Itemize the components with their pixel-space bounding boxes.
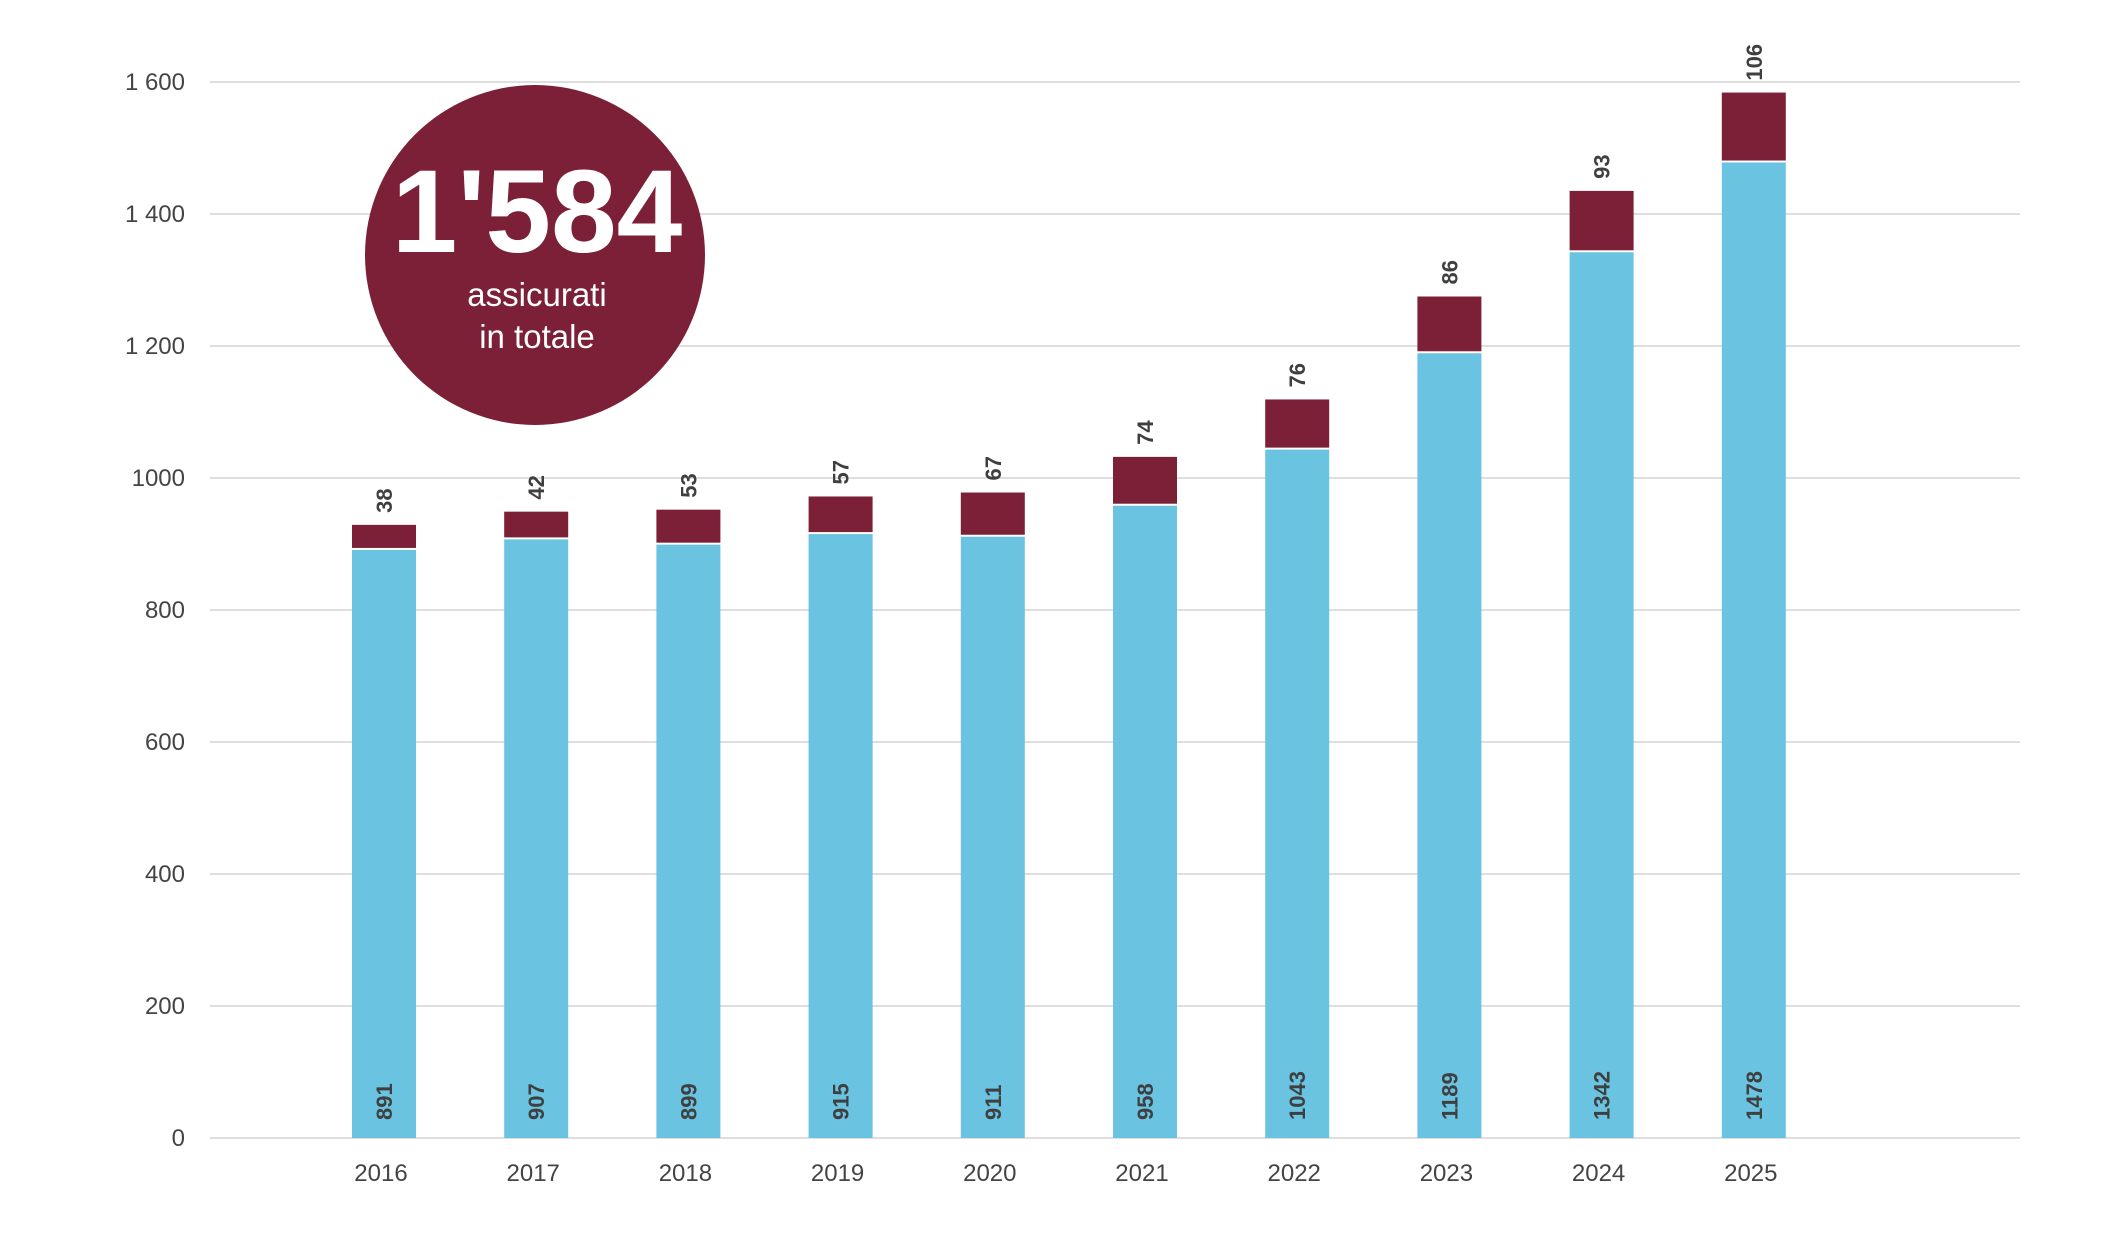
bar-top-2018 (656, 509, 721, 543)
bar-top-2021 (1113, 456, 1177, 504)
x-tick-label: 2024 (1572, 1160, 1625, 1187)
data-label-base: 1342 (1590, 1071, 1615, 1120)
data-label-top: 106 (1742, 44, 1767, 81)
y-tick-label: 1 200 (125, 333, 185, 360)
y-tick-label: 400 (145, 861, 185, 888)
x-tick-label: 2016 (354, 1160, 407, 1187)
data-label-top: 57 (829, 460, 854, 484)
x-tick-label: 2023 (1420, 1160, 1473, 1187)
y-tick-label: 1 600 (125, 69, 185, 96)
data-label-top: 42 (524, 475, 549, 499)
x-tick-label: 2019 (811, 1160, 864, 1187)
bar-base-2023 (1417, 353, 1482, 1138)
y-tick-label: 800 (145, 597, 185, 624)
bar-top-2020 (960, 492, 1025, 535)
bar-base-2022 (1265, 449, 1330, 1138)
y-tick-label: 200 (145, 993, 185, 1020)
x-tick-label: 2022 (1268, 1160, 1321, 1187)
x-tick-label: 2017 (507, 1160, 560, 1187)
data-label-top: 74 (1133, 420, 1158, 445)
bars: 891 38 907 42 899 53 915 57 911 67 958 74 1043 76 1189… (352, 44, 1786, 1139)
data-label-top: 38 (372, 488, 397, 512)
bar-base-2024 (1569, 252, 1634, 1138)
bar-base-2025 (1721, 162, 1786, 1138)
data-label-base: 891 (372, 1083, 397, 1120)
bar-base-2021 (1113, 505, 1177, 1139)
bar-base-2018 (656, 544, 721, 1138)
bar-base-2016 (352, 549, 416, 1138)
bar-top-2025 (1721, 92, 1786, 161)
y-tick-label: 0 (172, 1125, 185, 1152)
data-label-top: 86 (1437, 260, 1462, 284)
x-tick-label: 2021 (1115, 1160, 1168, 1187)
data-label-base: 958 (1133, 1083, 1158, 1120)
y-tick-label: 600 (145, 729, 185, 756)
data-label-top: 67 (981, 456, 1006, 480)
x-tick-label: 2025 (1724, 1160, 1777, 1187)
total-badge-circle (365, 85, 705, 425)
data-label-top: 93 (1590, 154, 1615, 178)
total-badge-value: 1'584 (392, 146, 683, 278)
data-label-base: 1189 (1437, 1072, 1462, 1120)
bar-top-2017 (504, 511, 569, 538)
bar-top-2024 (1569, 190, 1634, 251)
data-label-base: 1478 (1742, 1071, 1767, 1120)
total-badge-label-line1: assicurati (467, 276, 606, 313)
bar-base-2017 (504, 539, 569, 1138)
y-tick-label: 1000 (132, 465, 185, 492)
x-tick-label: 2018 (659, 1160, 712, 1187)
x-tick-label: 2020 (963, 1160, 1016, 1187)
total-badge-label-line2: in totale (479, 318, 595, 355)
data-label-base: 911 (981, 1085, 1006, 1121)
bar-base-2019 (808, 534, 873, 1138)
bar-top-2019 (808, 496, 873, 533)
data-label-base: 907 (524, 1083, 549, 1120)
data-label-base: 899 (676, 1083, 701, 1120)
data-label-top: 76 (1285, 363, 1310, 387)
x-axis-tick-labels: 2016 2017 2018 2019 2020 2021 2022 2023 2024 2025 (354, 1160, 1777, 1187)
bar-top-2023 (1417, 296, 1482, 352)
data-label-base: 1043 (1285, 1071, 1310, 1120)
data-label-top: 53 (676, 473, 701, 497)
total-badge: 1'584 assicurati in totale (365, 85, 705, 425)
bar-base-2020 (960, 536, 1025, 1138)
bar-top-2016 (352, 524, 416, 548)
bar-top-2022 (1265, 399, 1330, 448)
data-label-base: 915 (829, 1083, 854, 1120)
y-axis-tick-labels: 0 200 400 600 800 1000 1 200 1 400 1 600 (125, 69, 185, 1152)
y-tick-label: 1 400 (125, 201, 185, 228)
